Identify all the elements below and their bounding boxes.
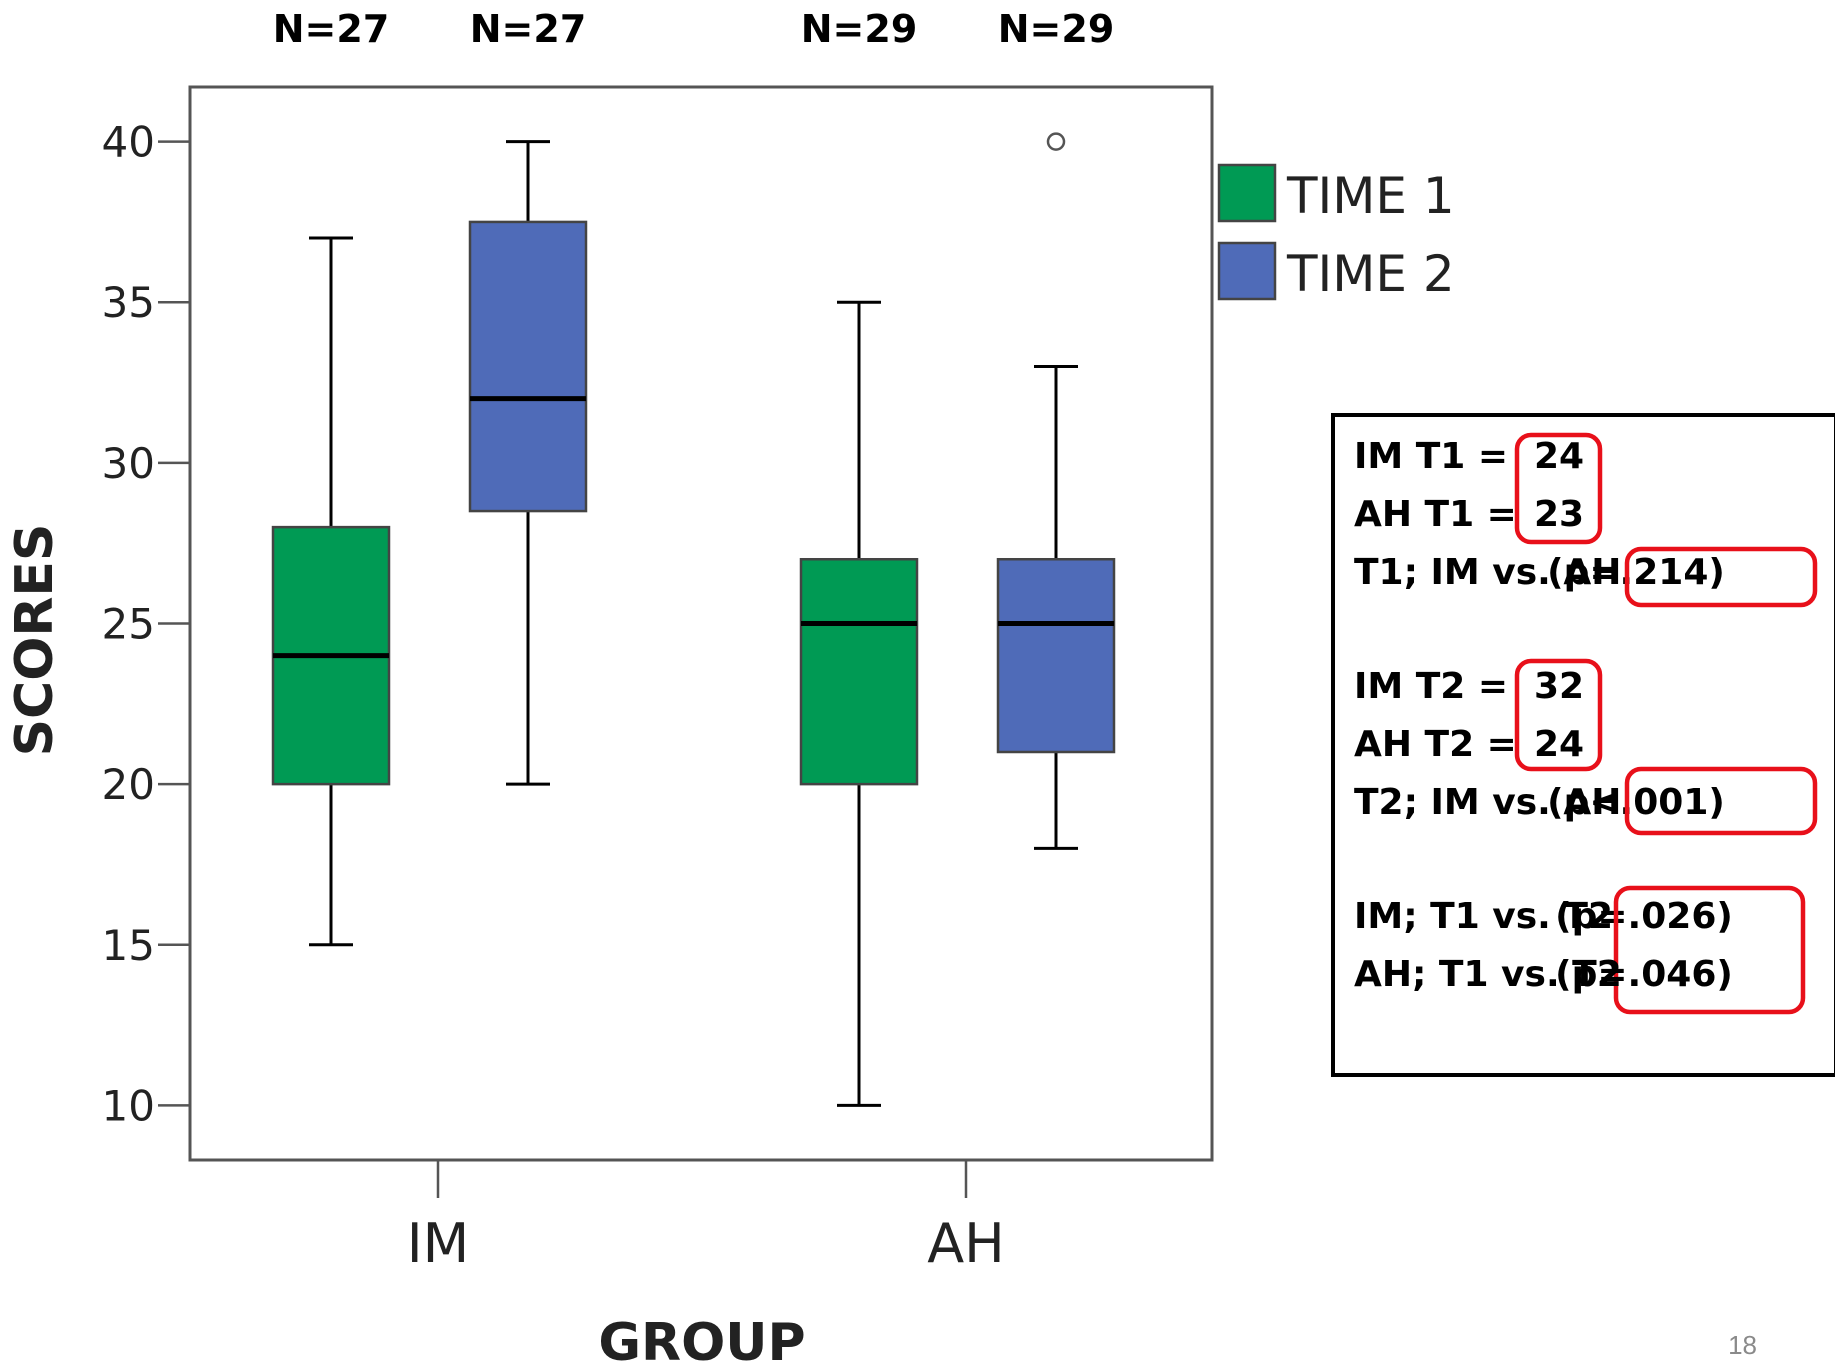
stat-line-7: IM; T1 vs. T2 <box>1354 896 1613 937</box>
x-axis: IM AH <box>407 1160 1005 1275</box>
legend-label-1: TIME 1 <box>1286 167 1455 225</box>
stat-line-5: AH T2 = <box>1354 724 1517 765</box>
stats-box-frame <box>1331 413 1835 1077</box>
iqr-box-ah-time1 <box>799 557 919 786</box>
stat-value-5: 24 <box>1534 724 1584 765</box>
n-label-im-time2: N=27 <box>470 7 587 51</box>
highlight-frame-1 <box>1514 432 1603 545</box>
box-ah-time1 <box>799 300 919 1107</box>
y-axis-title: SCORES <box>5 524 65 757</box>
y-tick-label-30: 30 <box>102 439 155 488</box>
slide-number: 18 <box>1728 1330 1757 1360</box>
highlight-frame-7 <box>1613 885 1806 1015</box>
box-im-time1 <box>271 236 391 947</box>
n-label-ah-time2: N=29 <box>998 7 1115 51</box>
stat-value-1: 24 <box>1534 436 1584 477</box>
stat-line-4: IM T2 = <box>1354 666 1508 707</box>
outlier-ah-time2-0 <box>1046 132 1066 151</box>
legend-swatch-2 <box>1217 241 1277 301</box>
y-tick-label-10: 10 <box>102 1081 155 1130</box>
iqr-box-ah-time2 <box>996 557 1116 754</box>
n-label-ah-time1: N=29 <box>801 7 918 51</box>
legend: TIME 1 TIME 2 <box>1217 163 1455 303</box>
y-axis: 10 15 20 25 30 35 40 <box>102 118 190 1130</box>
highlight-frame-4 <box>1514 658 1603 772</box>
stat-line-6: T2; IM vs. AH <box>1354 782 1621 823</box>
y-tick-label-40: 40 <box>102 118 155 167</box>
stat-value-4: 32 <box>1534 666 1584 707</box>
stat-value-8: (p=.046) <box>1555 954 1733 995</box>
stat-value-6: (p<.001) <box>1547 782 1725 823</box>
n-labels: N=27 N=29 N=27 N=29 <box>273 7 1115 51</box>
x-axis-title: GROUP <box>598 1313 805 1368</box>
stat-value-3: (p=.214) <box>1547 552 1725 593</box>
y-tick-label-35: 35 <box>102 278 155 327</box>
y-tick-label-20: 20 <box>102 760 155 809</box>
stat-line-3: T1; IM vs. AH <box>1354 552 1621 593</box>
box-ah-time2 <box>996 132 1116 850</box>
stat-line-8: AH; T1 vs. T2 <box>1354 954 1622 995</box>
n-label-im-time1: N=27 <box>273 7 390 51</box>
box-im-time2 <box>468 140 588 786</box>
stat-value-2: 23 <box>1534 494 1584 535</box>
stat-value-7: (p=.026) <box>1555 896 1733 937</box>
x-category-label-im: IM <box>407 1212 470 1275</box>
y-tick-label-15: 15 <box>102 921 155 970</box>
iqr-box-im-time2 <box>468 220 588 513</box>
legend-label-2: TIME 2 <box>1286 245 1455 303</box>
stat-line-2: AH T1 = <box>1354 494 1517 535</box>
y-tick-label-25: 25 <box>102 600 155 649</box>
stats-box: IM T1 = 24 AH T1 = 23 T1; IM vs. AH(p=.214) I… <box>1331 413 1835 1077</box>
stat-line-1: IM T1 = <box>1354 436 1508 477</box>
x-category-label-ah: AH <box>927 1212 1005 1275</box>
highlight-frame-3 <box>1624 546 1818 608</box>
boxes-layer <box>271 132 1116 1107</box>
highlight-frame-6 <box>1624 766 1818 836</box>
legend-swatch-1 <box>1217 163 1277 223</box>
